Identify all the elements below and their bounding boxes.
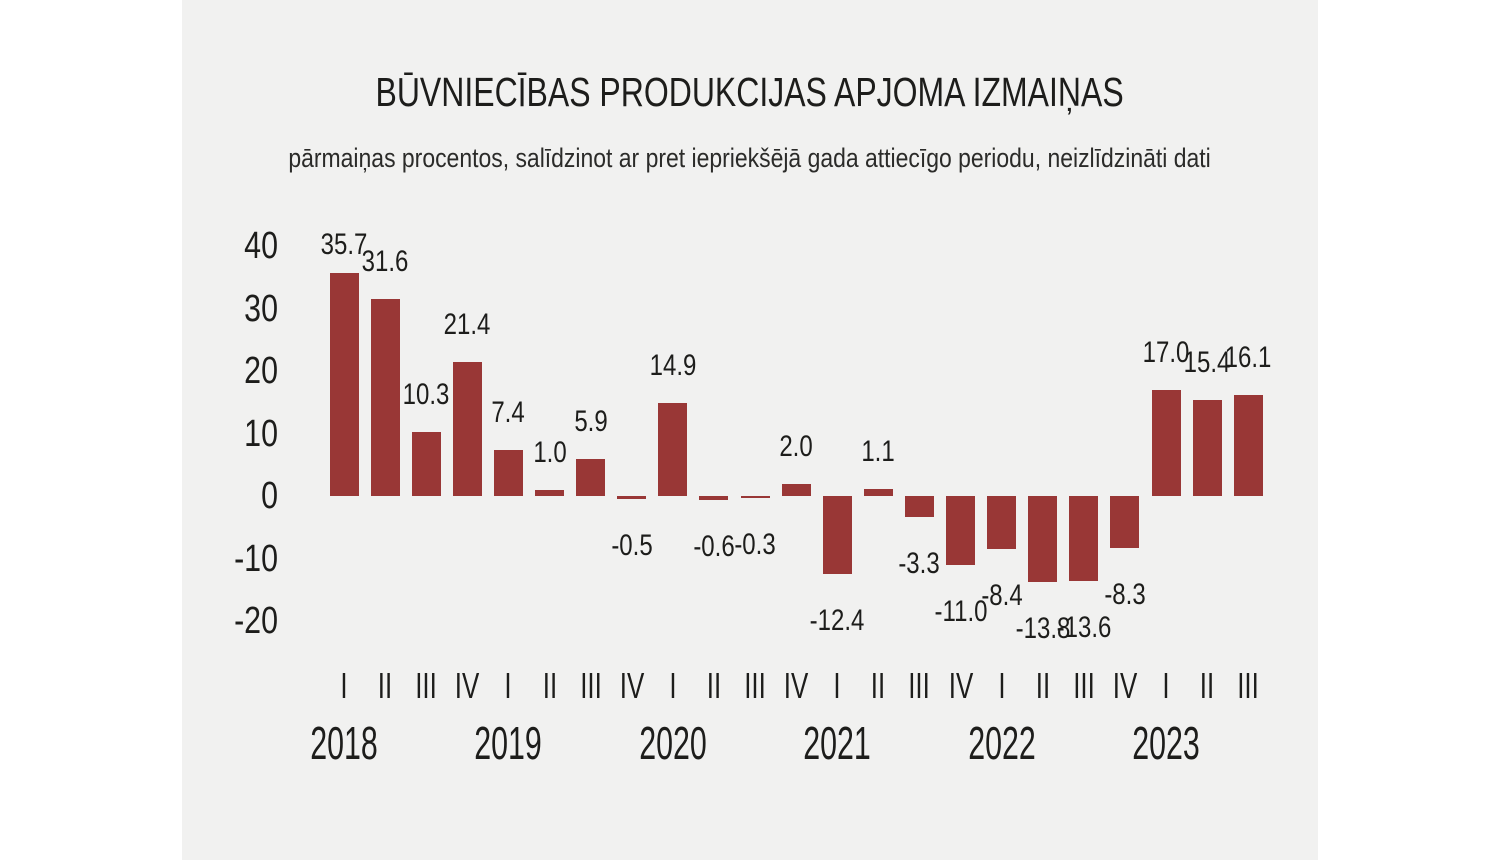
year-label-2019: 2019: [474, 717, 543, 769]
x-tick-2022-IV: IV: [1112, 665, 1138, 706]
value-label-2021-III: -3.3: [898, 546, 941, 580]
bar-2018-IV: [452, 362, 482, 496]
value-label-2019-I: 7.4: [491, 395, 526, 429]
year-label-2021: 2021: [803, 717, 871, 769]
chart-title: BŪVNIECĪBAS PRODUKCIJAS APJOMA IZMAIŅAS: [182, 70, 1318, 114]
x-tick-2020-I: I: [669, 665, 677, 706]
bar-2022-II: [1028, 496, 1058, 583]
value-label-2018-I: 35.7: [320, 228, 368, 261]
value-label-2018-III: 10.3: [402, 377, 450, 411]
value-label-2019-II: 1.0: [532, 435, 567, 469]
x-tick-2020-IV: IV: [783, 665, 809, 706]
value-label-2023-III: 16.1: [1224, 341, 1272, 375]
bar-2021-I: [822, 496, 852, 574]
x-tick-2020-III: III: [744, 665, 766, 706]
chart-subtitle-text: pārmaiņas procentos, salīdzinot ar pret …: [288, 143, 1212, 173]
y-axis-tick-30: 30: [244, 287, 278, 330]
chart-subtitle: pārmaiņas procentos, salīdzinot ar pret …: [182, 142, 1318, 174]
chart-title-text: BŪVNIECĪBAS PRODUKCIJAS APJOMA IZMAIŅAS: [375, 69, 1125, 115]
bar-2019-I: [493, 449, 523, 496]
x-tick-2019-IV: IV: [619, 665, 644, 706]
bar-2023-I: [1151, 389, 1181, 496]
bar-2021-II: [863, 489, 893, 496]
y-axis-tick-40: 40: [244, 225, 278, 267]
y-axis-tick--20: -20: [234, 600, 278, 642]
bar-2021-III: [904, 496, 934, 517]
value-label-2019-IV: -0.5: [611, 529, 653, 563]
x-tick-2021-I: I: [833, 665, 841, 706]
bar-2019-II: [535, 489, 564, 496]
value-label-2020-IV: 2.0: [779, 429, 813, 463]
bar-2022-I: [987, 496, 1017, 549]
x-tick-2018-III: III: [415, 665, 437, 706]
x-tick-2018-I: I: [340, 665, 348, 706]
value-label-2022-I: -8.4: [980, 578, 1023, 612]
value-label-2021-I: -12.4: [809, 603, 865, 637]
x-tick-2019-II: II: [542, 665, 557, 706]
bar-2023-II: [1192, 399, 1222, 496]
value-label-2020-III: -0.3: [734, 527, 776, 561]
year-label-2023: 2023: [1132, 717, 1200, 769]
y-axis-tick-0: 0: [261, 475, 278, 517]
bar-2022-IV: [1110, 496, 1140, 548]
x-tick-2022-II: II: [1035, 665, 1050, 706]
value-label-2018-IV: 21.4: [443, 308, 491, 342]
y-axis-tick-20: 20: [244, 350, 278, 392]
value-label-2021-IV: -11.0: [934, 594, 987, 628]
value-label-2020-II: -0.6: [693, 529, 735, 563]
bar-2018-II: [370, 298, 400, 496]
x-tick-2021-II: II: [871, 665, 886, 706]
value-label-2018-II: 31.6: [361, 244, 409, 278]
bar-2019-III: [576, 459, 606, 496]
x-tick-2021-IV: IV: [948, 665, 973, 706]
year-label-2018: 2018: [310, 717, 378, 769]
bar-2018-I: [329, 272, 359, 496]
x-tick-2020-II: II: [706, 665, 722, 706]
bar-2019-IV: [617, 496, 647, 500]
value-label-2020-I: 14.9: [649, 348, 697, 382]
x-tick-2021-III: III: [908, 665, 931, 706]
x-tick-2022-III: III: [1072, 665, 1095, 706]
bar-2018-III: [411, 431, 441, 496]
x-tick-2023-I: I: [1162, 665, 1170, 706]
x-tick-2018-II: II: [377, 665, 393, 706]
y-axis-tick-10: 10: [244, 412, 278, 455]
x-tick-2019-I: I: [504, 665, 512, 706]
value-label-2023-II: 15.4: [1183, 345, 1231, 379]
y-axis-tick--10: -10: [234, 537, 278, 580]
year-label-2022: 2022: [967, 717, 1036, 769]
year-label-2020: 2020: [639, 717, 707, 769]
bar-2021-IV: [946, 496, 975, 565]
value-label-2021-II: 1.1: [861, 435, 895, 469]
bar-2023-III: [1233, 395, 1263, 496]
x-tick-2019-III: III: [579, 665, 602, 706]
value-label-2022-II: -13.8: [1015, 612, 1071, 646]
value-label-2019-III: 5.9: [573, 405, 608, 439]
value-label-2022-III: -13.6: [1056, 611, 1112, 644]
x-tick-2022-I: I: [997, 665, 1006, 706]
bar-2020-II: [699, 496, 729, 500]
bar-2020-I: [658, 402, 688, 496]
bar-2020-III: [740, 496, 770, 498]
value-label-2022-IV: -8.3: [1104, 577, 1146, 611]
x-tick-2023-II: II: [1199, 665, 1215, 706]
x-tick-2023-III: III: [1237, 665, 1259, 706]
bar-2022-III: [1069, 496, 1099, 581]
bar-2020-IV: [781, 483, 811, 496]
x-tick-2018-IV: IV: [455, 665, 480, 706]
value-label-2023-I: 17.0: [1142, 335, 1190, 369]
